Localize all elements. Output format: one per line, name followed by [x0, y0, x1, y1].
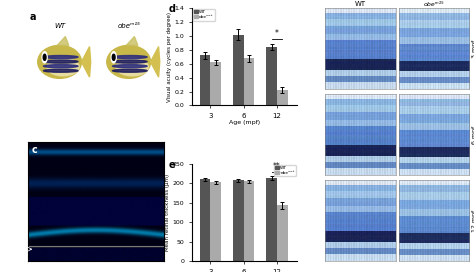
- Title: obeᵐ¹⁵: obeᵐ¹⁵: [424, 2, 444, 7]
- Ellipse shape: [44, 65, 78, 68]
- Ellipse shape: [38, 45, 82, 78]
- Text: d: d: [169, 4, 176, 14]
- Bar: [244, 181, 254, 261]
- Bar: [244, 58, 254, 106]
- Circle shape: [112, 54, 115, 60]
- Y-axis label: Mean retinal thickness (μm): Mean retinal thickness (μm): [165, 174, 170, 251]
- Bar: [233, 180, 244, 261]
- Text: 6 mpf: 6 mpf: [472, 126, 474, 144]
- Polygon shape: [151, 47, 160, 77]
- Text: ONL: ONL: [16, 204, 27, 209]
- X-axis label: Age (mpf): Age (mpf): [229, 120, 260, 125]
- Text: RPE: RPE: [17, 247, 27, 252]
- Text: obeᵐ¹⁵: obeᵐ¹⁵: [117, 23, 140, 29]
- Title: WT: WT: [355, 1, 366, 7]
- Bar: [277, 90, 288, 106]
- Ellipse shape: [44, 69, 78, 72]
- Text: 12 mpf: 12 mpf: [472, 209, 474, 232]
- Bar: [266, 47, 277, 106]
- Circle shape: [42, 52, 47, 63]
- Bar: [200, 180, 210, 261]
- Text: e: e: [169, 160, 176, 170]
- Legend: WT, obeᵐ¹⁵: WT, obeᵐ¹⁵: [274, 165, 296, 176]
- Circle shape: [111, 52, 116, 63]
- Text: WT: WT: [54, 23, 65, 29]
- Polygon shape: [127, 36, 138, 45]
- Ellipse shape: [112, 55, 147, 58]
- Ellipse shape: [47, 58, 79, 76]
- Legend: WT, obeᵐ¹⁵: WT, obeᵐ¹⁵: [193, 9, 215, 21]
- Polygon shape: [82, 47, 91, 77]
- Bar: [277, 205, 288, 261]
- Bar: [210, 62, 221, 106]
- Text: 3 mpf: 3 mpf: [472, 39, 474, 58]
- Ellipse shape: [44, 60, 78, 63]
- Ellipse shape: [107, 45, 151, 78]
- Ellipse shape: [112, 60, 147, 63]
- Ellipse shape: [112, 65, 147, 68]
- Circle shape: [43, 54, 46, 60]
- Text: **: **: [273, 162, 281, 171]
- Text: INL: INL: [18, 179, 27, 184]
- Polygon shape: [57, 36, 69, 45]
- Ellipse shape: [112, 69, 147, 72]
- Y-axis label: Visual acuity (cycles per degree): Visual acuity (cycles per degree): [167, 12, 172, 102]
- Text: a: a: [30, 12, 36, 22]
- Text: *: *: [275, 29, 279, 38]
- Bar: [266, 178, 277, 261]
- Ellipse shape: [44, 55, 78, 58]
- Ellipse shape: [116, 58, 148, 76]
- Bar: [233, 35, 244, 106]
- Bar: [200, 55, 210, 106]
- Bar: [210, 182, 221, 261]
- Text: GCL: GCL: [16, 149, 27, 154]
- Text: c: c: [31, 145, 37, 155]
